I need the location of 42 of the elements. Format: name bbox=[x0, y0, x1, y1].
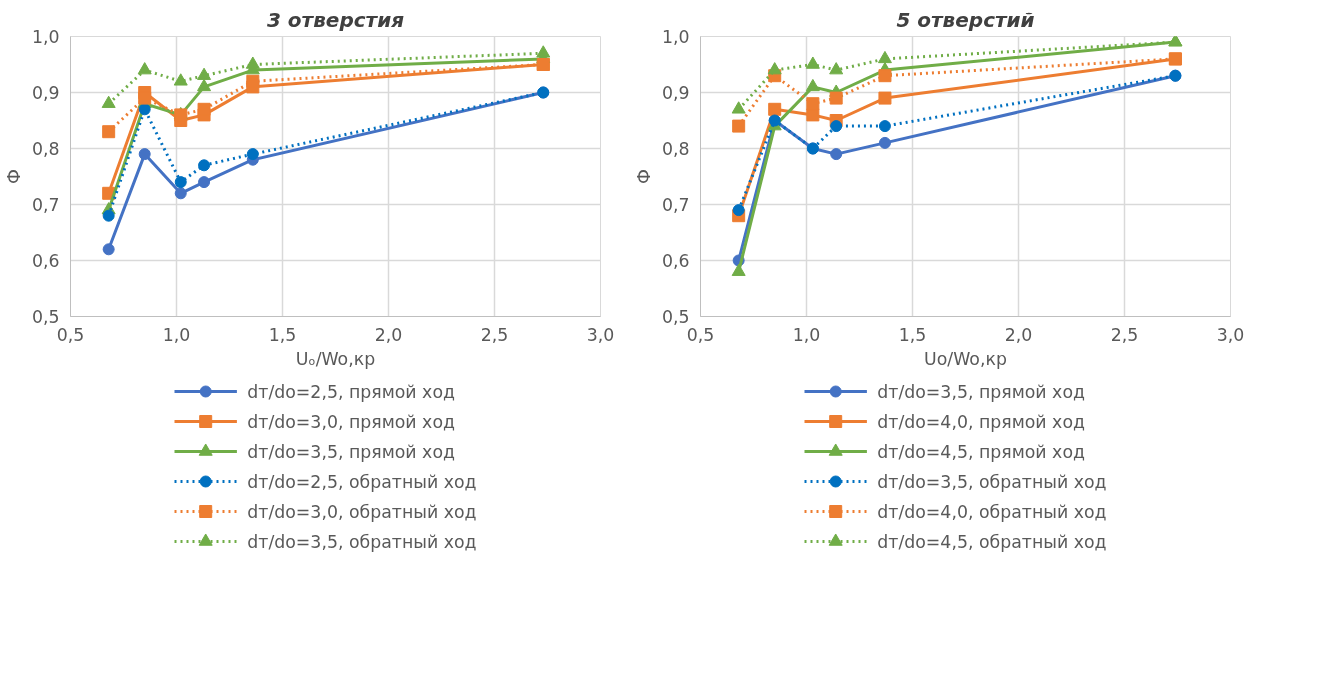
legend-label: dт/do=3,0, прямой ход bbox=[247, 411, 455, 432]
legend-label: dт/do=2,5, обратный ход bbox=[247, 471, 477, 492]
legend-label: dт/do=3,5, прямой ход bbox=[247, 441, 455, 462]
legend-label: dт/do=3,0, обратный ход bbox=[247, 501, 477, 522]
x-tick-label: 1,0 bbox=[162, 324, 191, 345]
legend-label: dт/do=3,5, обратный ход bbox=[877, 471, 1107, 492]
y-tick-label: 0,6 bbox=[31, 251, 60, 271]
y-tick-label: 0,8 bbox=[31, 139, 60, 159]
x-axis-title: Uo/Wo,кр bbox=[924, 348, 1007, 369]
legend-label: dт/do=4,5, обратный ход bbox=[877, 531, 1107, 552]
y-tick-label: 0,6 bbox=[661, 251, 690, 271]
legend-label: dт/do=4,0, обратный ход bbox=[877, 501, 1107, 522]
x-tick-label: 2,5 bbox=[480, 324, 509, 345]
y-axis-title: Ф bbox=[633, 169, 654, 184]
chart-title: 5 отверстий bbox=[896, 7, 1035, 32]
chart-title: 3 отверстия bbox=[266, 7, 405, 32]
y-tick-label: 0,5 bbox=[31, 307, 60, 327]
y-tick-label: 0,7 bbox=[661, 195, 690, 215]
y-tick-label: 0,7 bbox=[31, 195, 60, 215]
x-tick-label: 1,5 bbox=[898, 324, 927, 345]
x-tick-label: 1,0 bbox=[792, 324, 821, 345]
y-tick-label: 1,0 bbox=[31, 27, 60, 47]
x-axis-title: Uₒ/Wo,кр bbox=[295, 348, 376, 369]
legend-label: dт/do=4,0, прямой ход bbox=[877, 411, 1085, 432]
legend-label: dт/do=2,5, прямой ход bbox=[247, 381, 455, 402]
x-tick-label: 2,0 bbox=[1004, 324, 1033, 345]
y-axis-title: Ф bbox=[3, 169, 24, 184]
x-tick-label: 2,0 bbox=[374, 324, 403, 345]
x-tick-label: 3,0 bbox=[1216, 324, 1245, 345]
legend-label: dт/do=3,5, прямой ход bbox=[877, 381, 1085, 402]
y-tick-label: 0,9 bbox=[661, 83, 690, 103]
legend-label: dт/do=4,5, прямой ход bbox=[877, 441, 1085, 462]
y-tick-label: 0,8 bbox=[661, 139, 690, 159]
x-tick-label: 2,5 bbox=[1110, 324, 1139, 345]
x-tick-label: 3,0 bbox=[586, 324, 615, 345]
legend-label: dт/do=3,5, обратный ход bbox=[247, 531, 477, 552]
x-tick-label: 0,5 bbox=[686, 324, 715, 345]
x-tick-label: 0,5 bbox=[56, 324, 85, 345]
y-tick-label: 0,5 bbox=[661, 307, 690, 327]
y-tick-label: 0,9 bbox=[31, 83, 60, 103]
y-tick-label: 1,0 bbox=[661, 27, 690, 47]
x-tick-label: 1,5 bbox=[268, 324, 297, 345]
